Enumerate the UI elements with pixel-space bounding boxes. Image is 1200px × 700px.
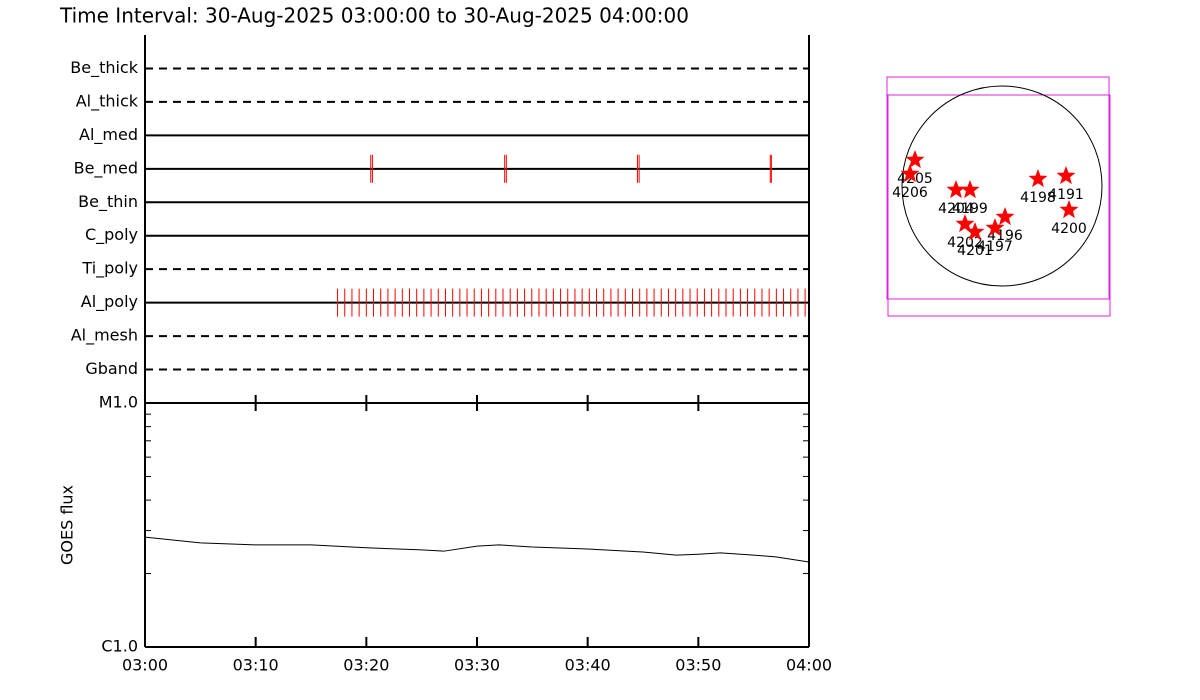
row-label: Be_thick (70, 58, 138, 78)
region-label: 4200 (1051, 221, 1087, 237)
region-label: 4204 (938, 201, 974, 217)
row-label: Al_med (79, 125, 138, 145)
x-tick-label: 03:30 (454, 656, 500, 675)
region-label: 4198 (1020, 190, 1056, 206)
row-label: Gband (85, 359, 138, 378)
x-tick-label: 03:20 (343, 656, 389, 675)
x-tick-label: 03:10 (233, 656, 279, 675)
active-region (905, 150, 925, 169)
active-region (985, 218, 1005, 237)
fov-box (887, 94, 1111, 317)
x-tick-label: 04:00 (786, 656, 832, 675)
y-axis-label: GOES flux (58, 485, 77, 565)
row-label: Be_med (74, 158, 138, 178)
region-label: 4199 (952, 201, 988, 217)
x-tick-label: 03:40 (565, 656, 611, 675)
active-region (946, 180, 966, 199)
row-label: Be_thin (78, 192, 138, 212)
active-region (960, 180, 980, 199)
y-tick-label: C1.0 (101, 637, 138, 656)
region-label: 4201 (957, 243, 993, 259)
x-tick-label: 03:00 (122, 656, 168, 675)
row-label: Al_thick (76, 91, 139, 111)
row-label: Al_poly (81, 292, 138, 312)
y-tick-label: M1.0 (99, 393, 138, 412)
active-region (1056, 166, 1076, 185)
x-tick-label: 03:50 (675, 656, 721, 675)
active-region (1028, 169, 1048, 188)
active-region (1059, 200, 1079, 219)
region-label: 4191 (1048, 187, 1084, 203)
fov-box (886, 76, 1110, 300)
row-label: Ti_poly (81, 259, 138, 279)
region-label: 4202 (947, 235, 983, 251)
row-label: Al_mesh (71, 326, 138, 346)
flux-line (144, 536, 810, 563)
active-region (955, 214, 975, 233)
chart-title: Time Interval: 30-Aug-2025 03:00:00 to 3… (59, 4, 689, 28)
row-label: C_poly (85, 225, 138, 245)
active-region (900, 164, 920, 183)
region-label: 4206 (892, 185, 928, 201)
solar-disk (901, 85, 1103, 287)
region-label: 4197 (977, 239, 1013, 255)
active-region (965, 222, 985, 241)
active-region (995, 207, 1015, 226)
